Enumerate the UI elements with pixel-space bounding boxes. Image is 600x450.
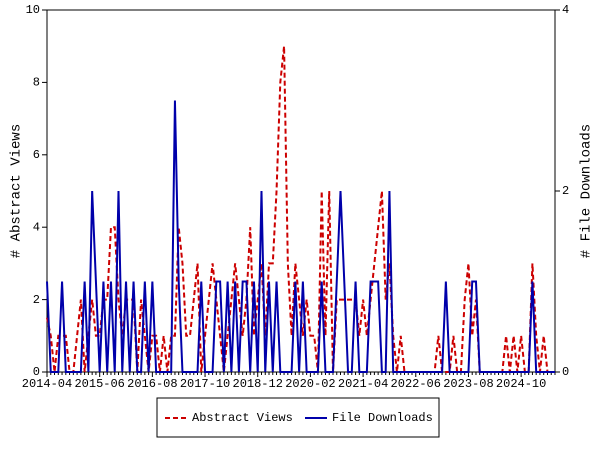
y-tick-label: 2 (33, 293, 40, 307)
y-tick-label: 8 (33, 76, 40, 90)
legend-label: File Downloads (332, 411, 433, 425)
y2-tick-label: 0 (562, 365, 569, 379)
y-tick-label: 6 (33, 148, 40, 162)
x-tick-label: 2024-10 (496, 377, 546, 391)
y-tick-label: 0 (33, 365, 40, 379)
legend-label: Abstract Views (192, 411, 293, 425)
y2-axis-label: # File Downloads (579, 124, 595, 258)
y2-tick-label: 2 (562, 184, 569, 198)
x-tick-label: 2023-08 (443, 377, 493, 391)
y-tick-label: 10 (26, 3, 40, 17)
x-tick-label: 2020-02 (285, 377, 335, 391)
series-line (46, 100, 555, 373)
x-tick-label: 2015-06 (74, 377, 124, 391)
series-line (46, 46, 555, 373)
legend-box (156, 397, 440, 438)
x-tick-label: 2016-08 (127, 377, 177, 391)
y2-tick-label: 4 (562, 3, 569, 17)
x-tick-label: 2014-04 (22, 377, 72, 391)
x-tick-label: 2017-10 (180, 377, 230, 391)
x-tick-label: 2022-06 (391, 377, 441, 391)
y-axis-label: # Abstract Views (9, 124, 25, 258)
x-tick-label: 2021-04 (338, 377, 388, 391)
x-tick-label: 2018-12 (233, 377, 283, 391)
y-tick-label: 4 (33, 220, 40, 234)
